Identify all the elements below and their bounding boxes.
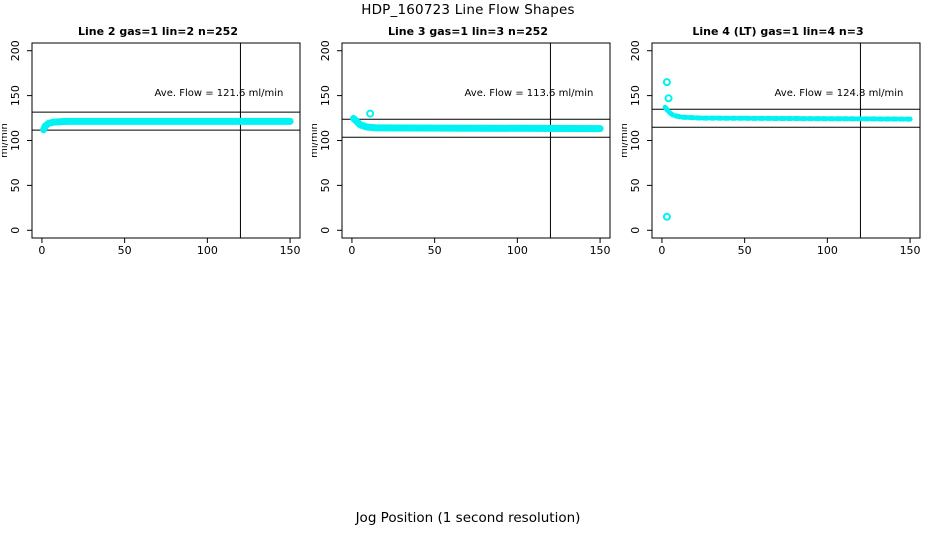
line2-chart-svg: 0 50 100 150 0 50 100 150 200 ml/min Ave. Flow = 1…	[2, 40, 301, 257]
y-tick-label: 0	[319, 227, 332, 234]
flow-outlier-point	[662, 78, 671, 87]
x-tick-label: 50	[428, 244, 442, 257]
y-tick-label: 0	[9, 227, 22, 234]
x-tick-label: 150	[280, 244, 301, 257]
ave-flow-annotation: Ave. Flow = 121.6 ml/min	[155, 88, 284, 99]
x-tick-label: 100	[507, 244, 528, 257]
y-axis-title: ml/min	[622, 123, 630, 158]
y-tick-label: 150	[9, 85, 22, 106]
plot-box	[341, 42, 611, 239]
x-tick-label: 150	[590, 244, 611, 257]
y-tick-label: 100	[629, 130, 642, 151]
plot-box	[651, 42, 921, 239]
y-tick-label: 0	[629, 227, 642, 234]
plot-box	[31, 42, 301, 239]
y-axis-title: ml/min	[2, 123, 10, 158]
y-tick-label: 150	[629, 85, 642, 106]
x-tick-label: 0	[658, 244, 665, 257]
flow-outlier-point	[664, 94, 673, 103]
x-tick-label: 0	[348, 244, 355, 257]
flow-band-series	[662, 104, 913, 122]
y-tick-label: 150	[319, 85, 332, 106]
y-tick-label: 100	[319, 130, 332, 151]
y-tick-label: 50	[629, 178, 642, 192]
x-tick-label: 50	[738, 244, 752, 257]
panel-line3-title: Line 3 gas=1 lin=3 n=252	[387, 25, 548, 38]
x-tick-label: 100	[197, 244, 218, 257]
x-tick-label: 150	[900, 244, 921, 257]
y-tick-label: 200	[9, 40, 22, 61]
y-tick-label: 200	[629, 40, 642, 61]
ave-flow-annotation: Ave. Flow = 113.6 ml/min	[465, 88, 594, 99]
panel-line4: Line 4 (LT) gas=1 lin=4 n=3 0 50 100 150 0 50…	[622, 25, 934, 265]
x-tick-label: 100	[817, 244, 838, 257]
panel-line2: Line 2 gas=1 lin=2 n=252 0 50 100 150 0 50 100…	[2, 25, 314, 265]
panel-line2-title: Line 2 gas=1 lin=2 n=252	[77, 25, 238, 38]
flow-outlier-point	[366, 109, 375, 118]
line3-chart-svg: 0 50 100 150 0 50 100 150 200 ml/min Ave. Flow = 1…	[312, 40, 611, 257]
y-tick-label: 50	[9, 178, 22, 192]
x-tick-label: 50	[118, 244, 132, 257]
flow-band-series	[40, 117, 294, 134]
figure-title: HDP_160723 Line Flow Shapes	[361, 2, 575, 18]
flow-outlier-point	[662, 212, 671, 221]
y-tick-label: 100	[9, 130, 22, 151]
panel-line3: Line 3 gas=1 lin=3 n=252 0 50 100 150 0 50 100…	[312, 25, 624, 265]
ave-flow-annotation: Ave. Flow = 124.8 ml/min	[775, 88, 904, 99]
flow-band-series	[350, 115, 604, 133]
y-tick-label: 200	[319, 40, 332, 61]
y-axis-title: ml/min	[312, 123, 320, 158]
x-axis-label: Jog Position (1 second resolution)	[355, 510, 581, 526]
panel-line4-title: Line 4 (LT) gas=1 lin=4 n=3	[692, 25, 864, 38]
y-tick-label: 50	[319, 178, 332, 192]
x-tick-label: 0	[38, 244, 45, 257]
line4-chart-svg: 0 50 100 150 0 50 100 150 200 ml/min Ave. Flow = 1…	[622, 40, 921, 257]
